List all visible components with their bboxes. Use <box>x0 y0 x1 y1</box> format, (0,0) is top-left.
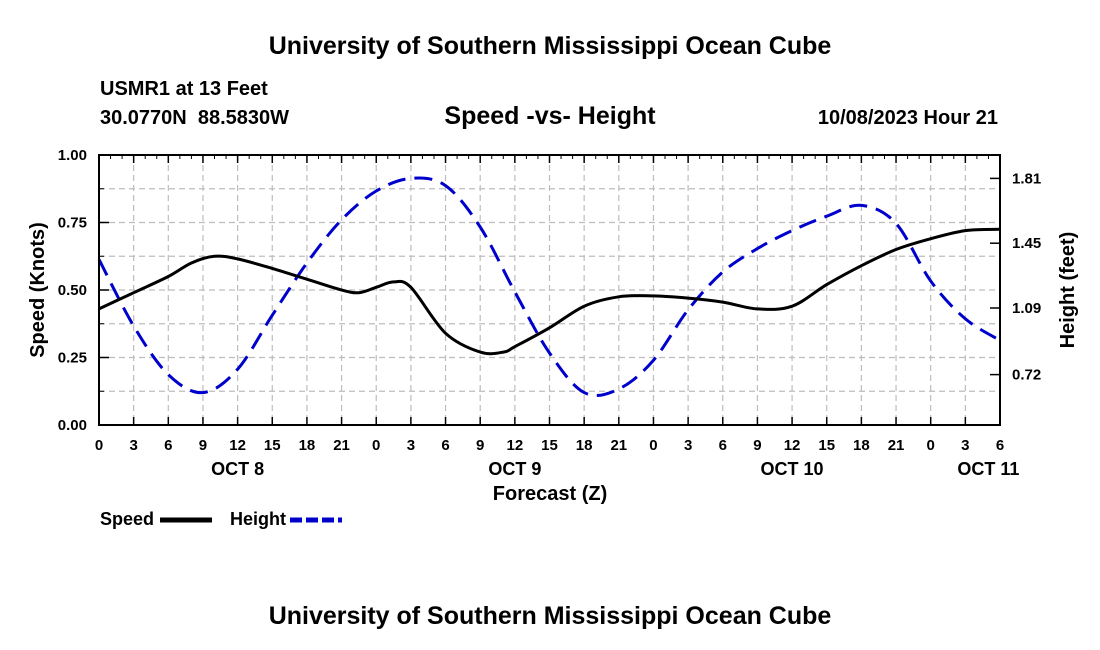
legend-speed-label: Speed <box>100 509 154 529</box>
x-tick-label: 21 <box>888 437 905 454</box>
x-tick-label: 15 <box>264 437 281 454</box>
y2-axis-label: Height (feet) <box>1057 232 1079 349</box>
series-layer <box>97 176 1001 398</box>
x-tick-label: 9 <box>476 437 484 454</box>
x-tick-label: 12 <box>784 437 801 454</box>
date-label: OCT 11 <box>957 459 1019 479</box>
speed-series-line <box>98 227 1001 356</box>
x-tick-label: 0 <box>649 437 657 454</box>
date-label: OCT 9 <box>488 459 541 479</box>
x-tick-label: 18 <box>299 437 316 454</box>
x-tick-label: 6 <box>719 437 727 454</box>
x-tick-label: 6 <box>164 437 172 454</box>
x-tick-label: 9 <box>753 437 761 454</box>
legend-height-label: Height <box>230 509 286 529</box>
x-tick-label: 21 <box>333 437 350 454</box>
x-tick-label: 18 <box>853 437 870 454</box>
x-tick-label: 9 <box>199 437 207 454</box>
coordinates-label: 30.0770N 88.5830W <box>100 107 289 129</box>
x-tick-label: 3 <box>684 437 692 454</box>
x-tick-label: 0 <box>927 437 935 454</box>
height-series-line <box>97 176 1001 398</box>
x-tick-label: 12 <box>507 437 524 454</box>
x-tick-label: 6 <box>996 437 1004 454</box>
y2-tick-label: 1.45 <box>1012 235 1041 252</box>
grid-lines <box>99 155 1000 425</box>
date-label: OCT 10 <box>761 459 824 479</box>
y-tick-label: 0.50 <box>58 282 87 299</box>
y-tick-label: 0.75 <box>58 215 87 232</box>
footer-title: University of Southern Mississippi Ocean… <box>269 602 832 630</box>
x-tick-label: 15 <box>541 437 558 454</box>
x-tick-label: 6 <box>441 437 449 454</box>
x-tick-label: 3 <box>961 437 969 454</box>
y2-tick-label: 1.09 <box>1012 300 1041 317</box>
x-tick-label: 18 <box>576 437 593 454</box>
y-axis-label: Speed (Knots) <box>27 222 49 358</box>
y-tick-label: 0.00 <box>58 417 87 434</box>
datetime-label: 10/08/2023 Hour 21 <box>818 107 998 129</box>
x-tick-label: 3 <box>407 437 415 454</box>
x-tick-label: 0 <box>95 437 103 454</box>
y2-tick-label: 0.72 <box>1012 367 1041 384</box>
y2-tick-label: 1.81 <box>1012 170 1041 187</box>
x-tick-label: 3 <box>129 437 137 454</box>
y-tick-label: 0.25 <box>58 350 87 367</box>
main-title: University of Southern Mississippi Ocean… <box>269 32 832 60</box>
chart-subtitle: Speed -vs- Height <box>444 102 656 130</box>
x-axis-label: Forecast (Z) <box>493 483 607 505</box>
x-tick-label: 15 <box>818 437 835 454</box>
legend: Speed Height <box>100 509 342 529</box>
y-tick-label: 1.00 <box>58 147 87 164</box>
x-tick-label: 0 <box>372 437 380 454</box>
station-label: USMR1 at 13 Feet <box>100 78 268 100</box>
x-tick-label: 21 <box>610 437 627 454</box>
date-label: OCT 8 <box>211 459 264 479</box>
x-tick-label: 12 <box>229 437 246 454</box>
axes: 0 3 6 9 12 15 18 21 0 3 6 9 12 15 18 21 0 3 6 9 12 15 18 21 0 3 6 O… <box>58 147 1041 479</box>
